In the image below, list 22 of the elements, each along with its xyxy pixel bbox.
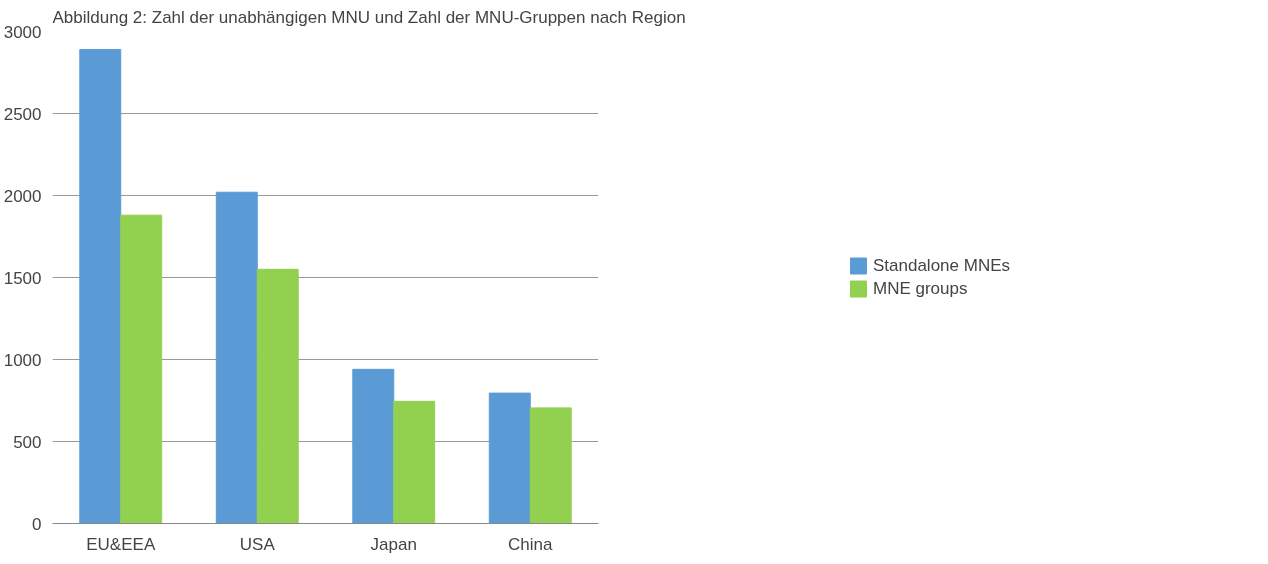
- y-tick-label: 1000: [3, 350, 42, 370]
- legend-label: MNE groups: [872, 278, 968, 299]
- y-tick-label: 2000: [3, 186, 42, 206]
- bar: [352, 368, 395, 524]
- y-tick-label: 2500: [3, 104, 42, 124]
- y-tick-label: 1500: [3, 268, 42, 288]
- bar: [488, 392, 531, 524]
- bar: [79, 49, 122, 524]
- y-tick-label: 500: [13, 432, 42, 452]
- y-tick-label: 0: [32, 514, 42, 534]
- x-tick-label: China: [508, 534, 553, 554]
- bar: [529, 407, 572, 524]
- y-tick-label: 3000: [3, 22, 42, 42]
- x-tick-label: Japan: [370, 534, 417, 554]
- bar: [215, 191, 258, 524]
- bar: [120, 214, 163, 524]
- legend-label: Standalone MNEs: [872, 255, 1011, 276]
- x-tick-label: USA: [239, 534, 276, 554]
- chart-title: Abbildung 2: Zahl der unabhängigen MNU und Zahl der MNU-Gruppen nach Region: [52, 7, 686, 27]
- bar: [256, 268, 299, 524]
- bar: [393, 400, 436, 524]
- x-tick-label: EU&EEA: [86, 534, 156, 554]
